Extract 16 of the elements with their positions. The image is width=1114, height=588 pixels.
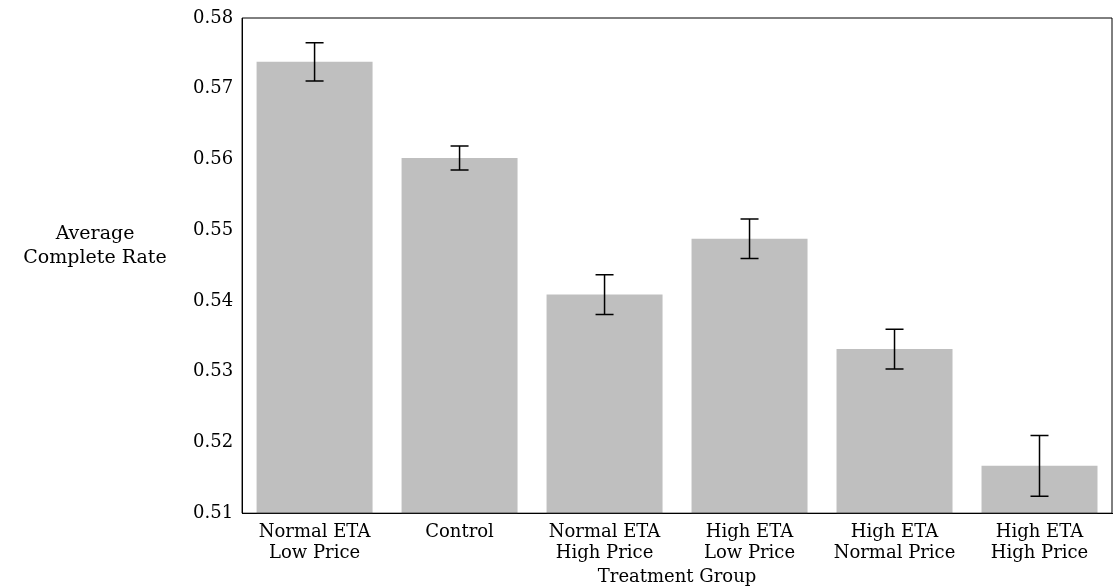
- x-tick-label: Control: [425, 519, 495, 541]
- x-tick-label: Normal ETA Low Price: [258, 519, 372, 563]
- y-tick-label: 0.52: [193, 430, 234, 452]
- y-tick-label: 0.51: [193, 500, 234, 522]
- y-tick-label: 0.57: [193, 76, 234, 98]
- x-tick-label: Normal ETA High Price: [548, 519, 662, 563]
- x-axis-title: Treatment Group: [597, 564, 757, 586]
- x-tick-label: High ETA Normal Price: [833, 519, 956, 563]
- y-tick-label: 0.58: [193, 5, 234, 27]
- y-tick-label: 0.53: [193, 359, 234, 381]
- x-tick-label: High ETA High Price: [990, 519, 1089, 563]
- y-tick-label: 0.56: [193, 147, 234, 169]
- y-tick-label: 0.54: [193, 288, 234, 310]
- x-tick-label: High ETA Low Price: [703, 519, 796, 563]
- y-axis-title: Average Complete Rate: [22, 220, 168, 268]
- y-tick-label: 0.55: [193, 217, 234, 239]
